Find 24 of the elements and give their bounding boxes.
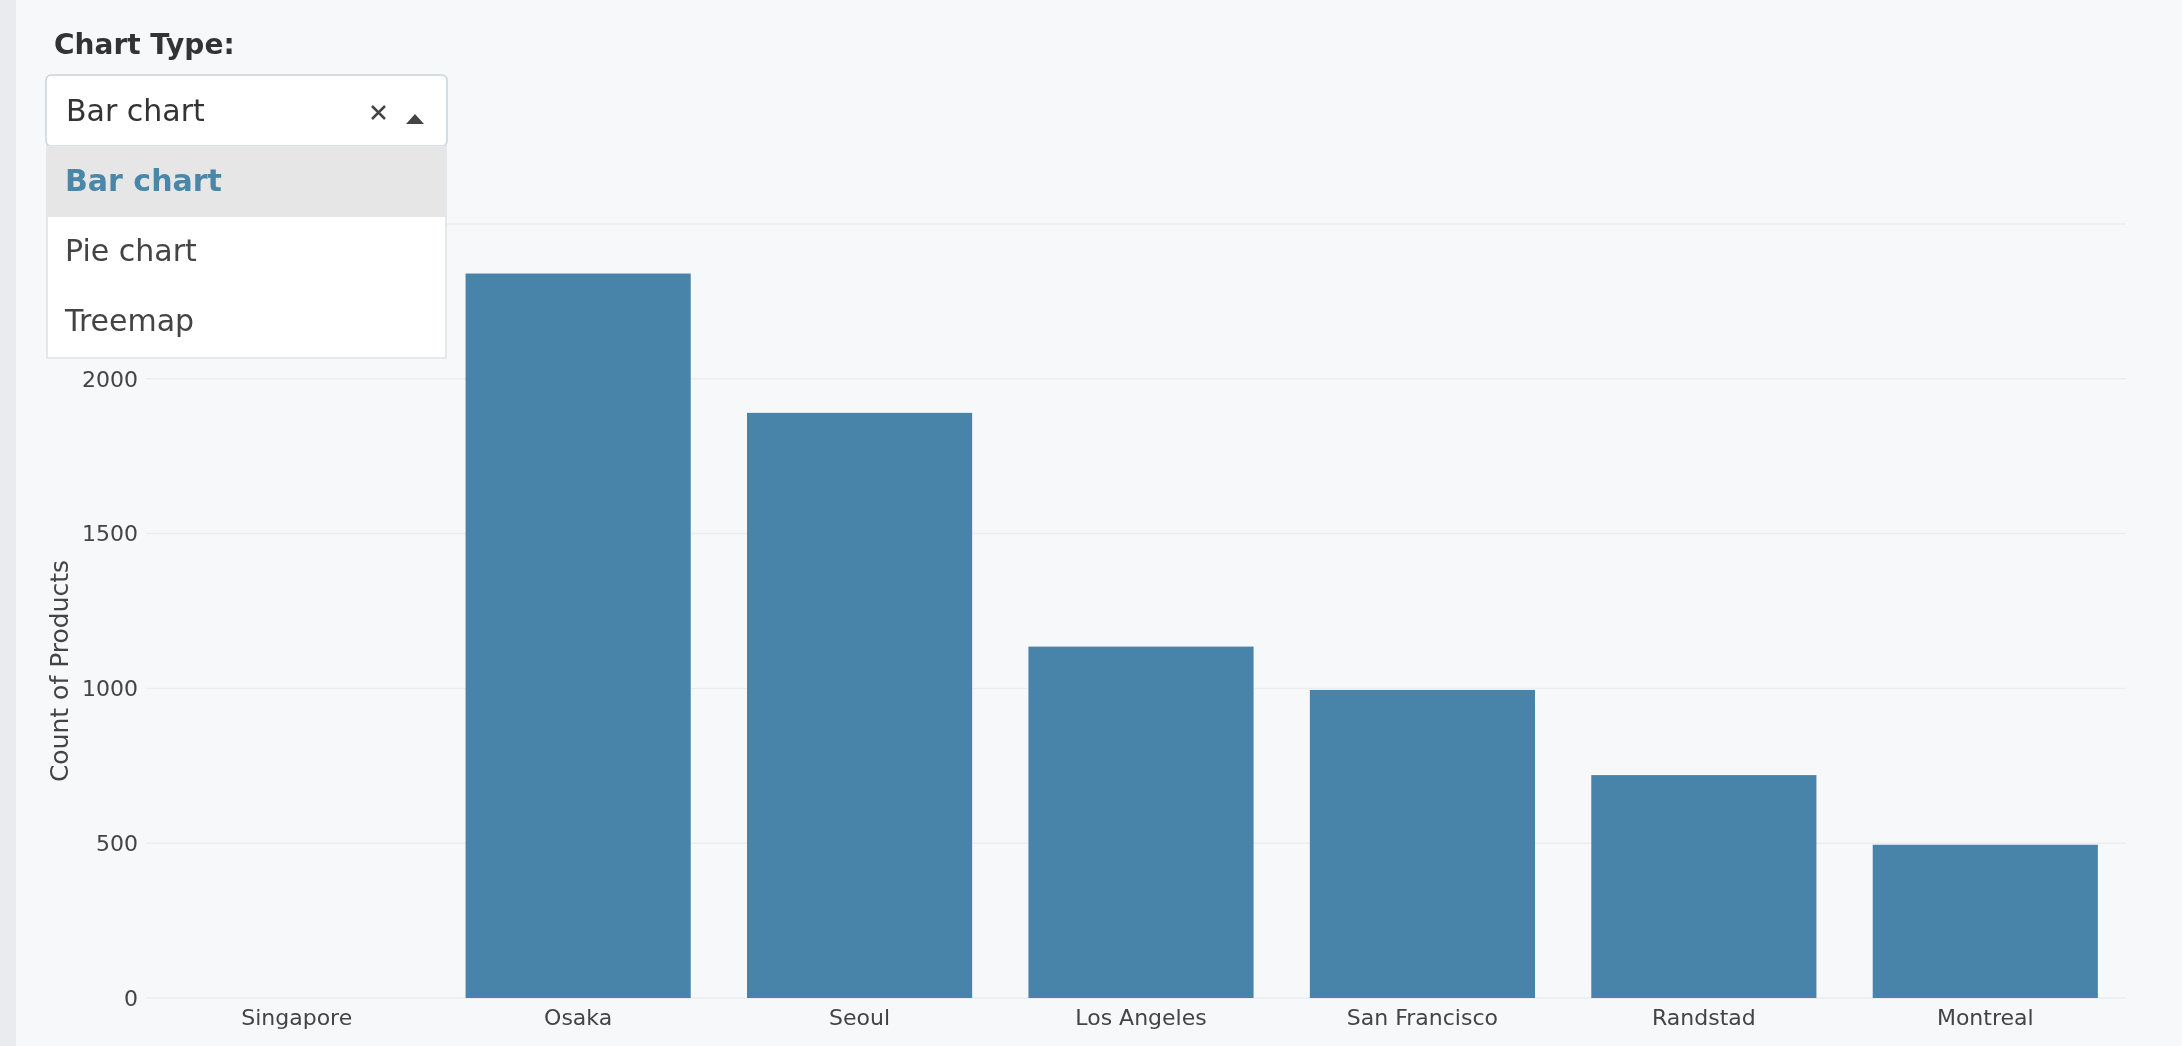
bar — [1591, 775, 1817, 998]
text: Chart Type: — [54, 28, 235, 61]
bar — [1872, 844, 2098, 998]
x-tick-label: Montreal — [1936, 1005, 2034, 1030]
bar — [465, 273, 691, 998]
y-tick-label: 1500 — [82, 521, 138, 547]
y-tick-label: 1000 — [82, 676, 138, 702]
annotation: Treemap — [64, 303, 195, 338]
y-tick-label: 2000 — [82, 366, 138, 392]
x-tick-label: Randstad — [1651, 1005, 1756, 1030]
bar — [1028, 646, 1254, 998]
bar — [1309, 689, 1535, 998]
annotation: Pie chart — [65, 233, 197, 268]
bar — [747, 412, 973, 998]
x-tick-label: Osaka — [544, 1005, 613, 1030]
x-tick-label: Seoul — [829, 1005, 891, 1030]
text: Bar chart — [66, 93, 206, 128]
y-tick-label: 0 — [124, 985, 138, 1011]
x-tick-label: Singapore — [241, 1005, 353, 1030]
x-tick-label: Los Angeles — [1075, 1005, 1207, 1030]
y-tick-label: 500 — [96, 830, 138, 856]
x-tick-label: San Francisco — [1346, 1005, 1498, 1030]
text: Bar chart — [65, 163, 222, 198]
y-axis-title: Count of Products — [45, 559, 74, 783]
